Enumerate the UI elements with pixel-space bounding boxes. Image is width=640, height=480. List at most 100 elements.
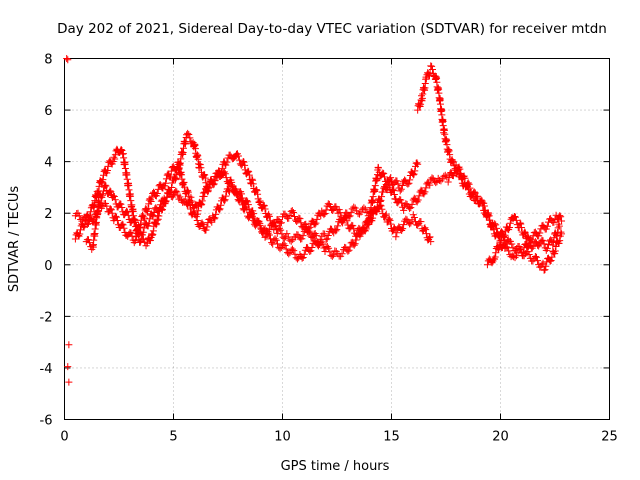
data-point xyxy=(201,174,209,182)
data-point xyxy=(228,178,236,186)
data-point xyxy=(329,207,337,215)
x-tick-label: 0 xyxy=(60,430,68,445)
data-point xyxy=(385,181,393,189)
data-point xyxy=(473,194,481,202)
data-point xyxy=(212,210,220,218)
data-point xyxy=(390,187,398,195)
data-point xyxy=(191,202,199,210)
data-point xyxy=(216,205,224,213)
data-point xyxy=(106,187,114,195)
data-point xyxy=(414,221,422,229)
data-point xyxy=(549,241,557,249)
data-point xyxy=(107,188,115,196)
data-point xyxy=(357,230,365,238)
data-point xyxy=(406,204,414,212)
data-point xyxy=(173,188,181,196)
data-point xyxy=(239,157,247,165)
data-point xyxy=(518,251,526,259)
data-point xyxy=(440,172,448,180)
data-point xyxy=(222,174,230,182)
data-point xyxy=(254,190,262,198)
data-point xyxy=(426,233,434,241)
data-point xyxy=(392,233,400,241)
data-point xyxy=(350,203,358,211)
data-point xyxy=(389,185,397,193)
data-point xyxy=(531,228,539,236)
data-point xyxy=(556,212,564,220)
data-point xyxy=(325,244,333,252)
data-point xyxy=(428,62,436,70)
data-point xyxy=(415,192,423,200)
data-point xyxy=(260,202,268,210)
data-point xyxy=(298,254,306,262)
data-point xyxy=(538,261,546,269)
data-point xyxy=(344,247,352,255)
data-point xyxy=(137,221,145,229)
data-point xyxy=(404,180,412,188)
data-point xyxy=(111,155,119,163)
data-point xyxy=(555,222,563,230)
data-point xyxy=(184,129,192,137)
data-point xyxy=(283,230,291,238)
data-point xyxy=(541,266,549,274)
data-point xyxy=(245,168,253,176)
data-point xyxy=(153,216,161,224)
data-point xyxy=(167,184,175,192)
data-point xyxy=(422,230,430,238)
data-point xyxy=(119,221,127,229)
data-point xyxy=(374,164,382,172)
data-point xyxy=(505,247,513,255)
tick-labels: 0 5 10 15 20 25 -6 -4 -2 0 2 4 6 8 xyxy=(40,53,618,445)
data-point xyxy=(524,233,532,241)
data-point xyxy=(172,187,180,195)
data-point xyxy=(505,223,513,231)
data-point xyxy=(321,230,329,238)
data-point xyxy=(281,241,289,249)
data-point xyxy=(548,253,556,261)
data-point xyxy=(483,261,491,269)
data-point xyxy=(406,176,414,184)
data-point xyxy=(456,170,464,178)
outlier-point xyxy=(65,341,73,349)
data-point xyxy=(479,202,487,210)
data-point xyxy=(319,240,327,248)
data-point xyxy=(162,179,170,187)
data-point xyxy=(126,228,134,236)
data-point xyxy=(488,220,496,228)
data-point xyxy=(256,222,264,230)
data-point xyxy=(235,156,243,164)
data-point xyxy=(183,187,191,195)
data-point xyxy=(361,205,369,213)
data-point xyxy=(118,220,126,228)
data-point xyxy=(410,170,418,178)
data-point xyxy=(414,196,422,204)
data-point xyxy=(426,69,434,77)
data-point xyxy=(556,237,564,245)
data-point xyxy=(132,233,140,241)
data-point xyxy=(264,212,272,220)
data-point xyxy=(248,212,256,220)
data-point xyxy=(272,236,280,244)
data-point xyxy=(321,209,329,217)
data-point xyxy=(131,237,139,245)
data-point xyxy=(288,245,296,253)
data-point xyxy=(322,236,330,244)
data-point xyxy=(386,216,394,224)
data-point xyxy=(394,180,402,188)
data-point xyxy=(213,169,221,177)
data-point xyxy=(146,236,154,244)
data-point xyxy=(299,254,307,262)
data-point xyxy=(385,178,393,186)
data-point xyxy=(210,177,218,185)
data-point xyxy=(287,237,295,245)
x-axis-label: GPS time / hours xyxy=(281,459,390,474)
data-point xyxy=(525,234,533,242)
data-point xyxy=(406,220,414,228)
data-point xyxy=(286,236,294,244)
data-point xyxy=(345,213,353,221)
data-point xyxy=(120,224,128,232)
data-point xyxy=(144,207,152,215)
x-tick-label: 25 xyxy=(601,430,618,445)
y-axis-label: SDTVAR / TECUs xyxy=(7,186,22,293)
data-point xyxy=(489,222,497,230)
